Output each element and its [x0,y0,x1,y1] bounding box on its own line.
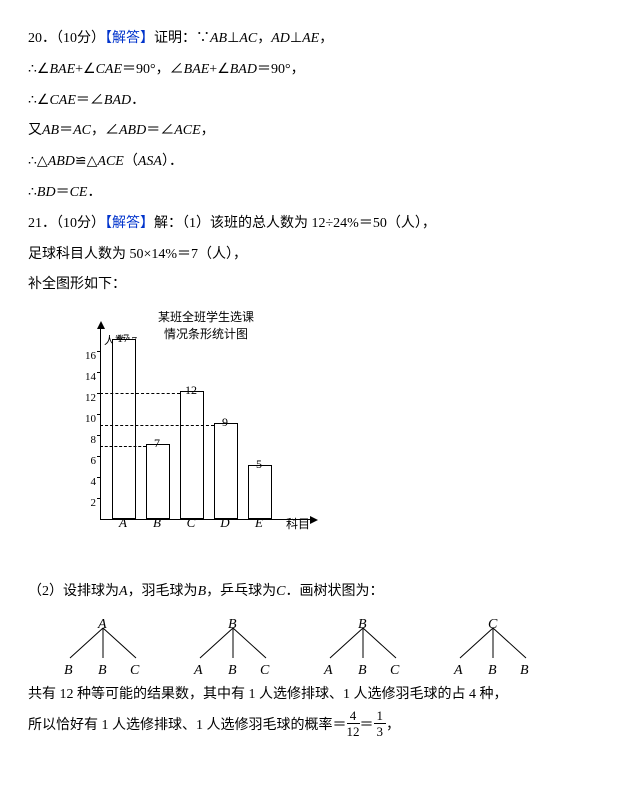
y-tick: 10 [76,407,96,431]
q21-num: 21．（10分） [28,216,105,231]
p21-line1: 21．（10分）【解答】解：（1）该班的总人数为 12÷24%＝50（人）， [28,209,603,240]
tree-root: B [228,610,237,641]
tree-leaf: B [358,656,367,687]
x-category: C [180,509,202,538]
tree-leaf: B [520,656,529,687]
x-category: B [146,509,168,538]
x-category: A [112,509,134,538]
p20-line3: ∴∠CAE＝∠BAD． [28,86,603,117]
y-tick: 6 [76,449,96,473]
tree: BABC [188,614,278,674]
tree-leaf: B [98,656,107,687]
tree-leaf: B [488,656,497,687]
y-tick: 14 [76,365,96,389]
chart-title: 某班全班学生选课情况条形统计图 [158,309,254,343]
q20-num: 20．（10分） [28,31,105,46]
tree-leaf: B [64,656,73,687]
tree: CABB [448,614,538,674]
tree-leaf: A [324,656,333,687]
tree: BABC [318,614,408,674]
x-axis-label: 科目 [286,511,310,537]
tree: ABBC [58,614,148,674]
fraction: 13 [374,709,387,738]
y-tick: 4 [76,470,96,494]
x-category: E [248,509,270,538]
bar-value: 9 [214,409,236,435]
part2-line1: （2）设排球为A，羽毛球为B，乒乓球为C．画树状图为： [28,577,603,608]
x-category: D [214,509,236,538]
answer-tag: 【解答】 [105,216,154,231]
tree-root: A [98,610,107,641]
bar-value: 12 [180,377,202,403]
tree-root: B [358,610,367,641]
bar [214,423,238,520]
y-tick: 12 [76,386,96,410]
bar-chart: 某班全班学生选课情况条形统计图人数1724681012141617A7B12C9… [48,309,603,539]
tree-leaf: C [390,656,399,687]
tree-leaf: B [228,656,237,687]
p20-line5: ∴△ABD≌△ACE（ASA）． [28,147,603,178]
part2-line3: 所以恰好有 1 人选修排球、1 人选修羽毛球的概率＝412＝13， [28,711,603,742]
tree-leaf: A [454,656,463,687]
p21-line3: 补全图形如下： [28,270,603,301]
y-tick: 2 [76,491,96,515]
y-tick: 8 [76,428,96,452]
tree-leaf: C [260,656,269,687]
tree-diagrams: ABBC BABC BABC CABB [58,614,603,674]
p20-line1: 20．（10分）【解答】证明：∵AB⊥AC，AD⊥AE， [28,24,603,55]
p20-line2: ∴∠BAE+∠CAE＝90°，∠BAE+∠BAD＝90°， [28,55,603,86]
fraction: 412 [347,709,360,738]
p20-line4: 又AB＝AC，∠ABD＝∠ACE， [28,116,603,147]
bar [180,391,204,519]
p20-line6: ∴BD＝CE． [28,178,603,209]
part2-line2: 共有 12 种等可能的结果数，其中有 1 人选修排球、1 人选修羽毛球的占 4 … [28,680,603,711]
bar [112,339,136,520]
tree-leaf: C [130,656,139,687]
bar-value: 5 [248,451,270,477]
tree-root: C [488,610,497,641]
answer-tag: 【解答】 [105,31,154,46]
p21-line2: 足球科目人数为 50×14%＝7（人）， [28,240,603,271]
bar-value: 17 [112,325,134,351]
bar-value: 7 [146,430,168,456]
y-tick: 16 [76,344,96,368]
tree-leaf: A [194,656,203,687]
